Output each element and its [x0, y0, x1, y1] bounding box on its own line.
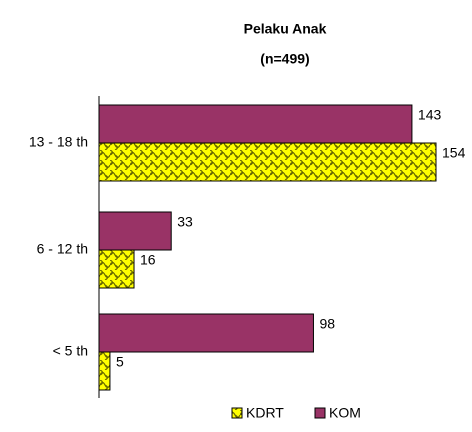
value-label: 5	[116, 354, 124, 370]
legend-swatch	[314, 407, 326, 419]
value-label: 16	[140, 252, 156, 268]
value-label: 154	[442, 145, 466, 161]
y-tick-label: 6 - 12 th	[37, 241, 88, 257]
bar	[98, 211, 172, 251]
bar	[98, 104, 413, 144]
bar	[98, 351, 111, 391]
bar	[98, 249, 135, 289]
legend-label: KDRT	[246, 405, 284, 421]
legend-label: KOM	[329, 405, 361, 421]
chart-title: Pelaku Anak	[244, 21, 327, 37]
bar	[98, 313, 314, 353]
legend-swatch	[231, 407, 243, 419]
bar	[98, 142, 437, 182]
y-tick-label: < 5 th	[53, 343, 88, 359]
value-label: 143	[418, 107, 442, 123]
value-label: 98	[319, 316, 335, 332]
value-label: 33	[177, 214, 193, 230]
chart-subtitle: (n=499)	[260, 51, 309, 67]
y-tick-label: 13 - 18 th	[29, 134, 88, 150]
